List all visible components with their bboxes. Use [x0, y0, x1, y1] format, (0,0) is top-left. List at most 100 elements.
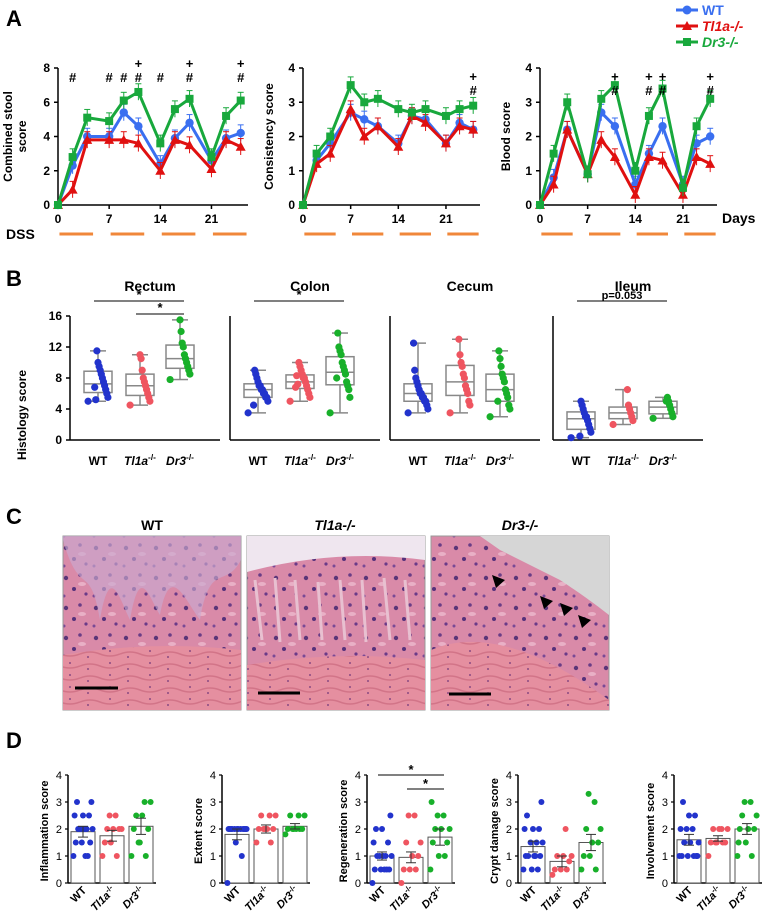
data-point — [145, 826, 152, 832]
significance-marker: + — [469, 69, 477, 84]
data-point — [454, 121, 465, 131]
significance-label: p=0.053 — [602, 290, 643, 302]
data-point — [224, 880, 231, 886]
y-tick-label: 1 — [210, 851, 216, 863]
data-point — [496, 355, 504, 363]
group-label: Dr3-/- — [326, 452, 354, 468]
data-point — [577, 397, 585, 405]
data-point — [282, 831, 289, 838]
data-point — [286, 397, 294, 405]
data-point — [385, 839, 391, 846]
y-tick-label: 3 — [662, 797, 668, 809]
histology-photo-dr3 — [430, 535, 610, 711]
data-point — [494, 397, 502, 405]
data-point — [266, 812, 273, 819]
data-point — [686, 812, 692, 819]
significance-marker: # — [186, 70, 194, 85]
data-point — [609, 152, 620, 162]
data-point — [232, 839, 239, 846]
data-point — [441, 853, 448, 859]
x-tick-label: 0 — [55, 212, 62, 226]
histology-ylabel: Histology score — [15, 370, 29, 460]
data-point — [369, 880, 376, 886]
tissue-title: Rectum — [124, 278, 175, 294]
y-tick-label: 3 — [288, 95, 295, 109]
data-point — [753, 812, 760, 819]
data-point — [343, 378, 351, 386]
data-point — [446, 826, 453, 832]
y-tick-label: 3 — [506, 797, 512, 809]
data-point — [371, 866, 378, 873]
data-point — [420, 117, 431, 127]
y-tick-label: 4 — [43, 130, 50, 144]
data-point — [72, 839, 79, 846]
significance-label: * — [296, 287, 302, 302]
group-label: WT — [249, 454, 268, 468]
data-point — [643, 152, 654, 162]
data-point — [677, 826, 684, 832]
data-point — [119, 108, 128, 117]
data-point — [532, 853, 539, 859]
data-point — [222, 111, 231, 120]
group-label: Dr3-/- — [486, 452, 514, 468]
y-tick-label: 2 — [56, 824, 62, 836]
data-point — [468, 124, 479, 134]
significance-marker: + — [186, 56, 194, 71]
data-point — [610, 81, 619, 90]
data-point — [461, 382, 470, 390]
legend-item-tl1a: Tl1a-/- — [676, 18, 744, 34]
group-label: WT — [675, 884, 696, 905]
data-point — [381, 866, 388, 873]
x-tick-label: 21 — [676, 212, 690, 226]
data-point — [469, 101, 478, 110]
bar — [128, 825, 154, 884]
data-point — [133, 812, 140, 819]
data-point — [751, 826, 758, 832]
y-tick-label: 6 — [43, 95, 50, 109]
y-tick-label: 0 — [43, 198, 50, 212]
data-point — [176, 316, 184, 324]
y-tick-label: 4 — [55, 402, 62, 416]
data-point — [93, 347, 101, 355]
data-point — [359, 131, 370, 141]
box-plot-ileum: Ileum WT Tl1a-/- Dr3-/- p=0.053 — [552, 278, 703, 468]
data-point — [412, 374, 420, 382]
x-tick-label: 14 — [629, 212, 643, 226]
data-point — [178, 339, 186, 347]
tissue-title: Ileum — [615, 278, 652, 294]
data-point — [185, 118, 194, 128]
x-tick-label: 7 — [584, 212, 591, 226]
box-plot-rectum: Rectum WT Tl1a-/- Dr3-/- * * — [70, 278, 220, 468]
y-tick-label: 8 — [43, 61, 50, 75]
y-tick-label: 1 — [56, 851, 62, 863]
y-axis-label: Crypt damage score — [489, 778, 501, 884]
significance-marker: + — [645, 69, 653, 84]
panel-letter-b: B — [6, 266, 22, 291]
data-point — [147, 799, 154, 805]
data-point — [537, 853, 544, 859]
panel-letter-d: D — [6, 728, 22, 753]
data-point — [610, 122, 620, 131]
data-point — [563, 98, 572, 107]
arrowhead-marker — [492, 575, 505, 588]
data-point — [691, 152, 702, 162]
group-label: WT — [572, 454, 591, 468]
data-point — [415, 853, 422, 859]
y-tick-label: 4 — [210, 770, 216, 782]
group-label: Tl1a-/- — [607, 452, 639, 468]
data-point — [623, 386, 632, 394]
data-point — [206, 164, 217, 174]
data-point — [427, 866, 434, 873]
data-point — [434, 812, 441, 819]
data-point — [258, 812, 265, 819]
data-point — [742, 839, 749, 846]
series-line-2 — [56, 89, 242, 206]
bar — [705, 837, 731, 884]
data-point — [456, 351, 464, 359]
y-tick-label: 4 — [662, 770, 668, 782]
legend-label-wt: WT — [702, 2, 724, 18]
panel-letter-c: C — [6, 504, 22, 529]
